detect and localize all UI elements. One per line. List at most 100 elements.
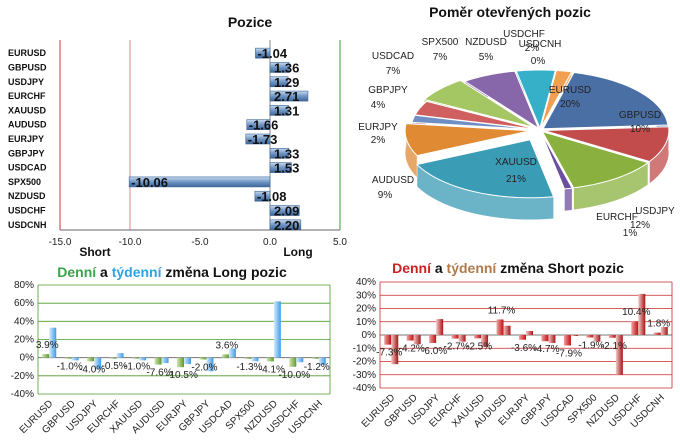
bar-usdcnh	[269, 219, 302, 231]
daily-bar-usdchf	[289, 357, 297, 367]
category-label-usdchf: USDCHF	[8, 206, 46, 216]
daily-bar-gbpusd	[64, 357, 72, 359]
y-tick-2: 40%	[14, 316, 34, 327]
slice-xauusd	[415, 139, 555, 199]
title-part-3: změna Long pozic	[162, 264, 287, 280]
weekly-bar-eurjpy	[184, 357, 191, 365]
weekly-bar-spx500	[251, 357, 259, 362]
weekly-bar-gbpjpy	[206, 357, 214, 372]
daily-bar-usdcnh	[311, 357, 319, 359]
bar-eurchf	[269, 90, 309, 102]
bar-nzdusd	[254, 190, 271, 202]
pie-value-usdchf: 2%	[525, 43, 540, 54]
bar-usdjpy	[269, 76, 289, 88]
data-label-usdcad: -7.9%	[556, 348, 582, 359]
data-label-spx500: -1.3%	[236, 362, 262, 373]
data-label-gbpjpy: -2.0%	[191, 362, 217, 373]
pie-label-eurusd: EURUSD	[549, 85, 591, 96]
slice-spx500	[463, 70, 540, 130]
bar-usdchf	[269, 205, 300, 216]
pie-value-spx500: 7%	[433, 52, 448, 63]
data-label-usdcnh: 1.8%	[647, 319, 670, 330]
category-label-usdjpy: USDJPY	[8, 77, 44, 87]
data-label-gbpusd: -4.2%	[399, 344, 425, 355]
category-label-eurusd: EURUSD	[8, 48, 47, 58]
y-tick-5: -10%	[353, 343, 376, 354]
pie-value-eurchf: 1%	[623, 228, 638, 239]
y-tick-5: -20%	[11, 371, 34, 382]
title-part-2: týdenní	[112, 264, 163, 280]
title-part-1: a	[431, 260, 447, 276]
change-title-2: Denní a týdenní změna Long pozic	[57, 264, 287, 280]
data-label-eurchf: -0.5%	[102, 361, 128, 372]
weekly-bar-spx500	[593, 335, 601, 342]
data-label-xauusd: -1.0%	[124, 362, 150, 373]
pie-chart: Poměr otevřených pozic EURUSD 20% GBPUSD 10%…	[358, 4, 675, 239]
category-label-eurchf: EURCHF	[8, 91, 46, 101]
daily-bar-usdjpy	[87, 357, 95, 362]
data-label-nzdusd: -4.1%	[259, 364, 285, 375]
weekly-bar-usdchf	[638, 293, 646, 335]
category-label-nzdusd: NZDUSD	[8, 191, 46, 201]
y-tick-3: 10%	[356, 317, 376, 328]
y-tick-3: 20%	[14, 335, 34, 346]
value-label-usdjpy: 1.29	[274, 75, 299, 90]
category-label-spx500: SPX500	[8, 177, 41, 187]
weekly-bar-gbpjpy	[548, 335, 556, 343]
bar-gbpjpy	[269, 148, 289, 159]
category-label-gbpjpy: GBPJPY	[8, 148, 45, 158]
bar-spx500	[128, 176, 271, 188]
title-part-1: a	[96, 264, 112, 280]
title-part-0: Denní	[57, 264, 97, 280]
value-label-usdcnh: 2.20	[274, 218, 299, 233]
data-label-usdchf: 10.4%	[622, 307, 650, 318]
weekly-bar-audusd	[503, 325, 511, 335]
category-label-usdcnh: USDCNH	[8, 220, 47, 230]
data-label-usdchf: -10.0%	[278, 370, 310, 381]
data-label-nzdusd: -2.1%	[601, 341, 627, 352]
daily-bar-audusd	[154, 357, 162, 365]
y-tick-1: 30%	[356, 290, 376, 301]
daily-bar-usdcnh	[653, 332, 661, 335]
data-label-eurusd: -7.3%	[376, 348, 402, 359]
slice-usdchf	[540, 69, 573, 129]
daily-bar-spx500	[244, 357, 252, 359]
data-label-xauusd: -2.5%	[466, 341, 492, 352]
bar-eurusd	[255, 47, 271, 59]
y-tick-8: -40%	[353, 383, 376, 394]
daily-bar-eurusd	[384, 335, 392, 345]
value-label-eurusd: -1.04	[257, 46, 287, 61]
value-label-audusd: -1.66	[249, 118, 279, 133]
weekly-bar-usdcnh	[660, 327, 668, 335]
tick-label-1: -10.0	[119, 237, 142, 248]
pie-value-eurjpy: 2%	[371, 135, 386, 146]
daily-bar-usdjpy	[429, 335, 437, 343]
pie-value-usdjpy: 12%	[630, 220, 650, 231]
short-change-chart: Denní a týdenní změna Short pozic 40% 30% 2…	[353, 260, 673, 430]
pie-value-nzdusd: 5%	[479, 52, 494, 63]
daily-bar-gbpjpy	[199, 357, 207, 360]
pie-label-usdcad: USDCAD	[372, 51, 414, 62]
pie-value-usdcnh: 0%	[531, 56, 546, 67]
pie-title: Poměr otevřených pozic	[429, 4, 591, 20]
data-label-usdcnh: -1.2%	[304, 362, 330, 373]
pie-value-gbpusd: 10%	[630, 124, 650, 135]
category-label-audusd: AUDUSD	[8, 120, 47, 130]
y-tick-6: -40%	[11, 389, 34, 400]
bar-usdcad	[269, 162, 292, 173]
data-label-spx500: -1.9%	[578, 341, 604, 352]
data-label-eurchf: -2.7%	[444, 342, 470, 353]
positions-chart: Pozice EURUSD -1.04 GBPUSD 1.36 USDJPY 1.29 EUR…	[8, 14, 347, 259]
bar-xauusd	[269, 105, 289, 116]
value-label-xauusd: 1.31	[274, 103, 299, 118]
daily-bar-eurjpy	[519, 335, 526, 340]
category-label-usdcad: USDCAD	[8, 163, 47, 173]
tick-label-3: 0.0	[263, 237, 277, 248]
data-label-usdcad: 3.6%	[216, 340, 239, 351]
weekly-bar-usdchf	[296, 357, 304, 363]
weekly-bar-eurchf	[116, 353, 124, 358]
value-label-nzdusd: -1.08	[257, 189, 287, 204]
tick-label-2: -5.0	[191, 237, 209, 248]
pie-value-eurusd: 20%	[560, 99, 580, 110]
